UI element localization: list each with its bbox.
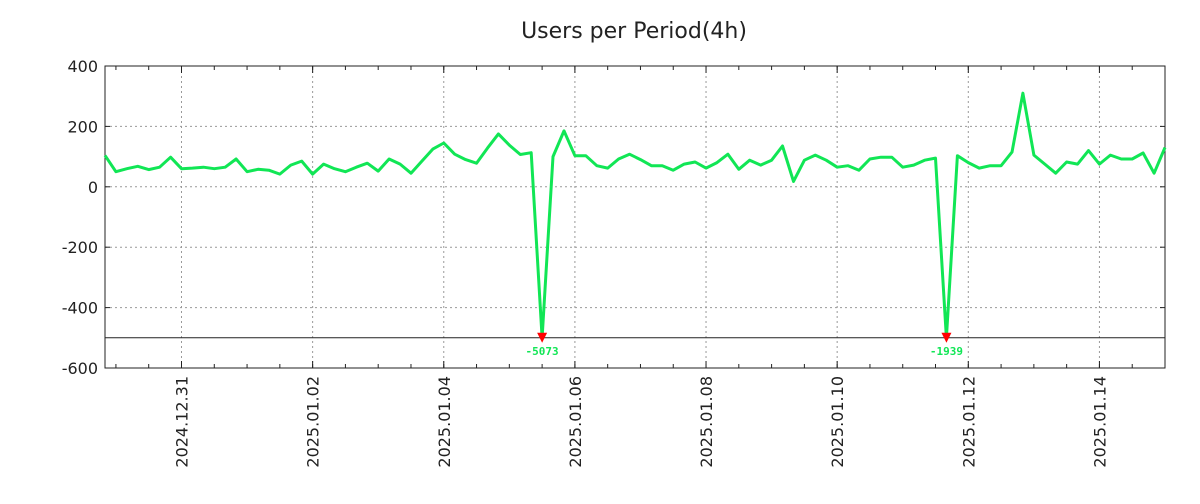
x-tick-label: 2025.01.04	[435, 376, 454, 468]
y-tick-label: 0	[88, 178, 98, 197]
x-tick-label: 2025.01.14	[1090, 376, 1109, 468]
clip-value-label: -1939	[930, 345, 963, 358]
series-users	[105, 93, 1165, 338]
x-tick-label: 2025.01.02	[304, 376, 323, 468]
y-tick-label: -600	[62, 359, 98, 378]
x-tick-label: 2025.01.10	[828, 376, 847, 468]
x-tick-label: 2025.01.12	[959, 376, 978, 468]
clip-value-label: -5073	[526, 345, 559, 358]
chart-title: Users per Period(4h)	[521, 19, 747, 44]
grid	[105, 66, 1165, 368]
axes: 400 200 0 -200 -400 -600 2024.12.31 2025.01.02 2…	[62, 57, 1165, 468]
x-tick-label: 2025.01.08	[697, 376, 716, 468]
series-line	[105, 93, 1165, 338]
clip-annotations: -5073 -1939	[526, 333, 963, 358]
y-tick-label: 400	[67, 57, 98, 76]
x-tick-label: 2024.12.31	[172, 376, 191, 468]
y-tick-label: -400	[62, 299, 98, 318]
x-tick-label: 2025.01.06	[566, 376, 585, 468]
y-tick-label: -200	[62, 238, 98, 257]
plot-frame	[105, 66, 1165, 368]
y-tick-label: 200	[67, 117, 98, 136]
